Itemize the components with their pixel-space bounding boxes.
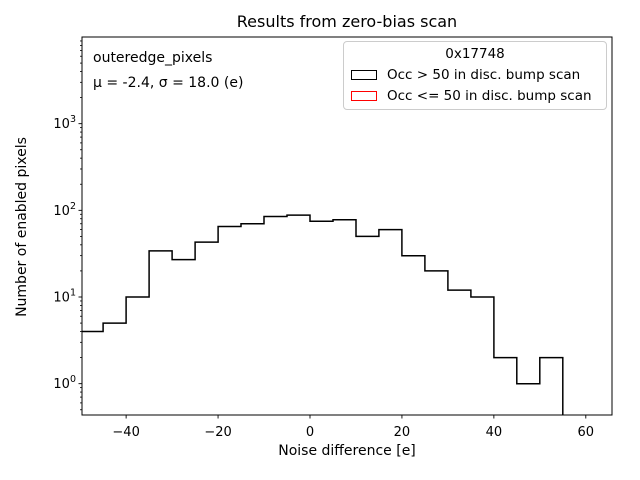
legend-swatch-red — [351, 90, 377, 101]
x-axis-ticks: −40 −20 0 20 40 60 — [112, 415, 594, 440]
chart-title: Results from zero-bias scan — [236, 12, 458, 31]
x-axis-label: Noise difference [e] — [278, 443, 416, 459]
x-tick-label: 60 — [578, 425, 595, 440]
histogram-series-0 — [82, 214, 564, 415]
stats-annotation: outeredge_pixels μ = -2.4, σ = 18.0 (e) — [93, 46, 243, 96]
legend-entry-occ-le-50: Occ <= 50 in disc. bump scan — [351, 85, 599, 106]
legend-title: 0x17748 — [445, 46, 505, 62]
y-tick-label: 103 — [53, 114, 76, 132]
annotation-dataset-name: outeredge_pixels — [93, 50, 213, 66]
x-tick-label: −20 — [204, 425, 231, 440]
legend-swatch-black — [351, 69, 377, 80]
x-tick-label: 0 — [306, 425, 314, 440]
axes-frame — [81, 36, 613, 416]
y-axis-label: Number of enabled pixels — [14, 137, 30, 317]
y-tick-label: 100 — [53, 374, 76, 392]
legend-label: Occ > 50 in disc. bump scan — [387, 66, 581, 83]
legend-entry-occ-gt-50: Occ > 50 in disc. bump scan — [351, 64, 599, 85]
annotation-mu-sigma: μ = -2.4, σ = 18.0 (e) — [93, 75, 244, 91]
x-tick-label: −40 — [112, 425, 139, 440]
legend: 0x17748 Occ > 50 in disc. bump scan Occ … — [343, 41, 607, 110]
y-axis-ticks: 100 101 102 103 — [53, 114, 82, 392]
y-tick-label: 101 — [53, 288, 76, 306]
legend-label: Occ <= 50 in disc. bump scan — [387, 87, 592, 104]
x-tick-label: 40 — [486, 425, 503, 440]
y-tick-label: 102 — [53, 201, 76, 219]
x-tick-label: 20 — [394, 425, 411, 440]
